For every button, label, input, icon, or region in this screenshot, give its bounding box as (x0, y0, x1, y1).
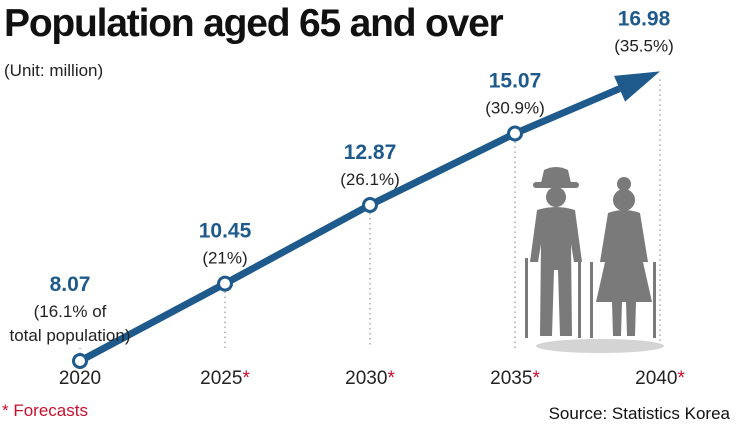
value-label: 12.87 (344, 141, 397, 164)
ground-shadow (536, 339, 664, 353)
forecast-star: * (677, 368, 685, 389)
data-labels: 8.07 (16.1% of total population) 10.45 (21%)… (10, 7, 674, 345)
source-note: Source: Statistics Korea (548, 404, 730, 423)
share-label: (16.1% of (34, 302, 107, 321)
x-tick-label: 2035* (490, 368, 540, 389)
forecast-footnote: * Forecasts (2, 401, 88, 420)
value-label: 8.07 (50, 273, 91, 296)
share-label: (21%) (202, 249, 247, 268)
data-point (362, 196, 378, 213)
value-label: 10.45 (199, 220, 252, 243)
forecast-star: * (532, 368, 540, 389)
share-label: (35.5%) (614, 36, 674, 55)
value-label: 15.07 (489, 69, 542, 92)
value-label: 16.98 (618, 7, 671, 30)
share-label: (26.1%) (340, 170, 400, 189)
data-point (507, 125, 523, 142)
data-point (217, 275, 233, 292)
unit-label: (Unit: million) (4, 61, 104, 80)
share-label: (30.9%) (485, 98, 545, 117)
arrowhead (614, 71, 660, 102)
x-tick-label: 2040* (635, 368, 685, 389)
data-points (72, 125, 523, 369)
x-axis-ticks: 2020 2025* 2030* 2035* 2040* (59, 368, 686, 389)
elderly-man-icon (525, 167, 582, 338)
share-label: total population) (10, 326, 131, 345)
data-point (72, 352, 88, 369)
chart-title: Population aged 65 and over (4, 2, 504, 45)
forecast-star: * (242, 368, 250, 389)
x-tick-label: 2030* (345, 368, 395, 389)
elderly-couple-illustration (525, 167, 664, 353)
elderly-woman-icon (590, 177, 656, 338)
x-tick-label: 2020 (59, 368, 101, 389)
forecast-star: * (387, 368, 395, 389)
x-tick-label: 2025* (200, 368, 250, 389)
